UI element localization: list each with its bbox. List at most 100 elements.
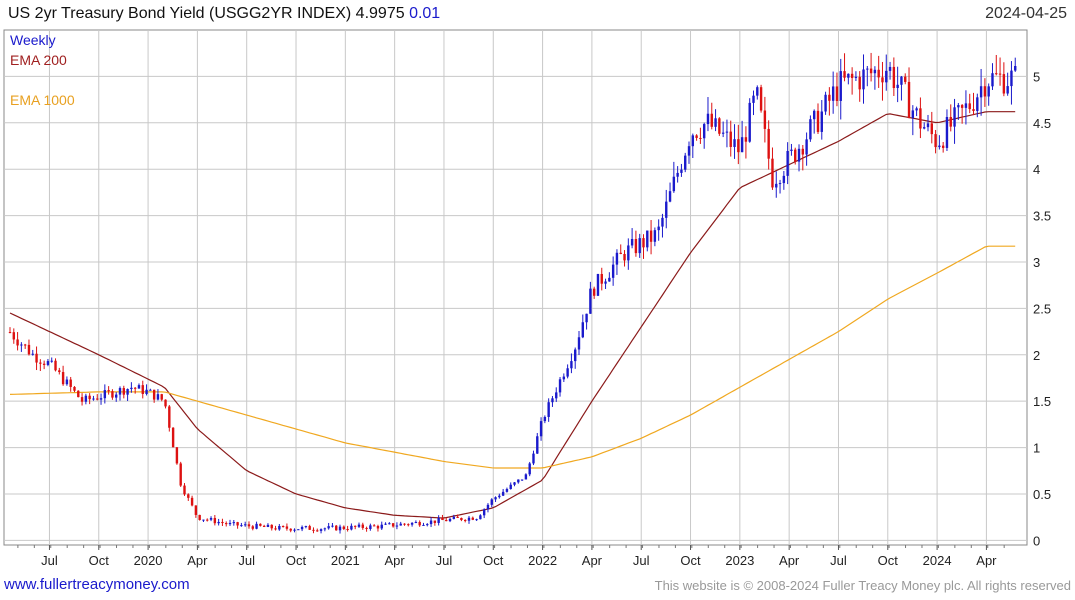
candle-body — [589, 288, 592, 314]
x-tick-label: Jul — [830, 553, 847, 568]
candle-body — [957, 105, 960, 108]
candle-body — [699, 137, 702, 139]
x-tick-label: Apr — [779, 553, 800, 568]
candle-body — [775, 183, 778, 188]
candle-body — [20, 344, 23, 346]
candle-body — [740, 137, 744, 153]
candle-body — [467, 517, 471, 521]
candle-body — [907, 81, 911, 118]
candle-body — [437, 518, 440, 523]
y-tick-label: 3.5 — [1033, 209, 1051, 224]
x-tick-label: 2024 — [923, 553, 952, 568]
candle-body — [471, 517, 474, 520]
candle-body — [995, 73, 998, 75]
candle-body — [243, 524, 247, 526]
candle-body — [494, 497, 497, 500]
candle-body — [115, 394, 118, 398]
candle-body — [152, 389, 156, 400]
candle-body — [596, 273, 600, 296]
candle-body — [672, 176, 676, 192]
candle-body — [888, 66, 892, 71]
candle-body — [16, 339, 19, 346]
candle-body — [1006, 86, 1009, 94]
candle-body — [608, 277, 611, 282]
candle-body — [490, 499, 493, 505]
candle-body — [991, 73, 994, 87]
candle-body — [756, 87, 759, 96]
candle-body — [528, 463, 531, 475]
candle-body — [820, 111, 823, 132]
candle-body — [520, 479, 524, 481]
candle-body — [998, 73, 1002, 75]
x-tick-label: Jul — [436, 553, 453, 568]
candle-body — [665, 201, 668, 218]
candle-body — [896, 84, 899, 89]
candle-body — [505, 488, 509, 492]
candle-body — [228, 522, 232, 525]
candle-body — [429, 520, 433, 525]
candle-body — [338, 526, 342, 531]
candle-body — [748, 102, 751, 142]
candle-body — [141, 385, 144, 395]
candle-body — [839, 71, 842, 101]
candle-body — [403, 523, 406, 525]
candle-body — [570, 361, 573, 369]
candle-body — [828, 94, 831, 101]
candle-body — [577, 337, 581, 350]
candle-body — [676, 172, 679, 177]
candle-body — [42, 363, 46, 365]
candle-body — [8, 332, 12, 334]
chart-date: 2024-04-25 — [985, 5, 1067, 22]
candle-body — [118, 388, 122, 395]
candle-body — [714, 118, 717, 127]
candle-body — [281, 526, 285, 528]
candle-body — [653, 230, 657, 242]
x-tick-label: Apr — [976, 553, 997, 568]
candle-body — [858, 76, 861, 90]
candle-body — [850, 73, 854, 78]
candle-body — [797, 148, 801, 162]
candle-body — [536, 436, 539, 454]
candle-body — [737, 139, 740, 153]
candle-body — [581, 322, 584, 338]
candle-body — [80, 397, 84, 402]
candle-body — [479, 515, 482, 520]
candle-body — [190, 497, 194, 506]
candle-body — [372, 525, 376, 527]
candle-body — [649, 230, 653, 242]
candle-body — [744, 137, 748, 142]
candle-body — [763, 110, 767, 129]
candle-body — [721, 132, 725, 134]
candle-body — [65, 379, 69, 385]
candle-body — [327, 526, 330, 529]
candle-body — [240, 525, 243, 527]
candle-body — [285, 526, 289, 529]
y-tick-label: 0.5 — [1033, 487, 1051, 502]
candle-body — [391, 523, 395, 527]
website-link[interactable]: www.fullertreacymoney.com — [4, 576, 190, 593]
candle-body — [376, 525, 380, 529]
x-tick-label: Oct — [680, 553, 701, 568]
candle-body — [702, 124, 706, 139]
candle-body — [949, 116, 952, 127]
candle-body — [600, 273, 603, 284]
candle-body — [293, 529, 296, 531]
candle-body — [786, 150, 789, 176]
candle-body — [361, 524, 364, 528]
candle-body — [1010, 70, 1013, 87]
candle-body — [923, 127, 926, 129]
x-tick-label: Apr — [187, 553, 208, 568]
candle-body — [156, 394, 160, 400]
candle-body — [706, 113, 710, 125]
candle-body — [179, 463, 182, 486]
candle-body — [831, 86, 835, 101]
candle-body — [767, 128, 770, 159]
candle-body — [725, 131, 729, 133]
candle-body — [911, 110, 915, 118]
candle-body — [448, 518, 452, 522]
x-tick-label: Apr — [582, 553, 603, 568]
candle-body — [217, 521, 220, 524]
legend-ema200: EMA 200 — [10, 52, 67, 68]
candle-body — [938, 145, 941, 148]
